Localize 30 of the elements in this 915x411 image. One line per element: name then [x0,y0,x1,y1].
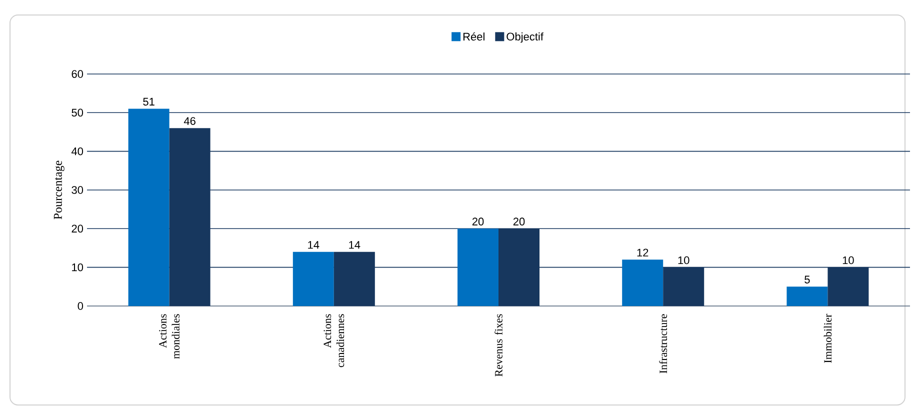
x-tick-label: Actions mondiales [159,314,180,359]
bar [622,260,664,306]
y-tick-label: 60 [72,70,84,78]
y-tick-label: 40 [71,147,84,156]
bar [786,286,828,306]
data-label: 51 [143,98,154,106]
data-label: 46 [184,117,196,125]
y-tick-label: 20 [72,224,84,233]
data-label: 20 [472,218,484,226]
bar [128,108,170,306]
x-tick-label: Infrastructure [659,314,668,374]
data-label: 14 [349,241,360,249]
x-tick-label: Actions canadiennes [324,314,344,368]
y-tick-label: 50 [72,108,84,117]
x-tick-label: Immobilier [824,314,832,363]
y-axis-title: Pourcentage [54,160,64,220]
bar [458,228,499,306]
data-label: 10 [842,256,854,264]
data-label: 12 [637,248,648,256]
bar [292,252,334,306]
y-tick-label: 0 [78,302,84,310]
x-tick-label: Revenus fixes [494,314,502,376]
data-label: 14 [308,241,320,249]
y-tick-label: 10 [72,263,84,272]
data-label: 5 [804,276,810,284]
legend-label: Réel [463,32,484,41]
data-label: 10 [678,256,690,264]
legend-label: Objectif [506,32,544,43]
data-label: 20 [513,218,525,226]
y-tick-label: 30 [72,186,84,194]
